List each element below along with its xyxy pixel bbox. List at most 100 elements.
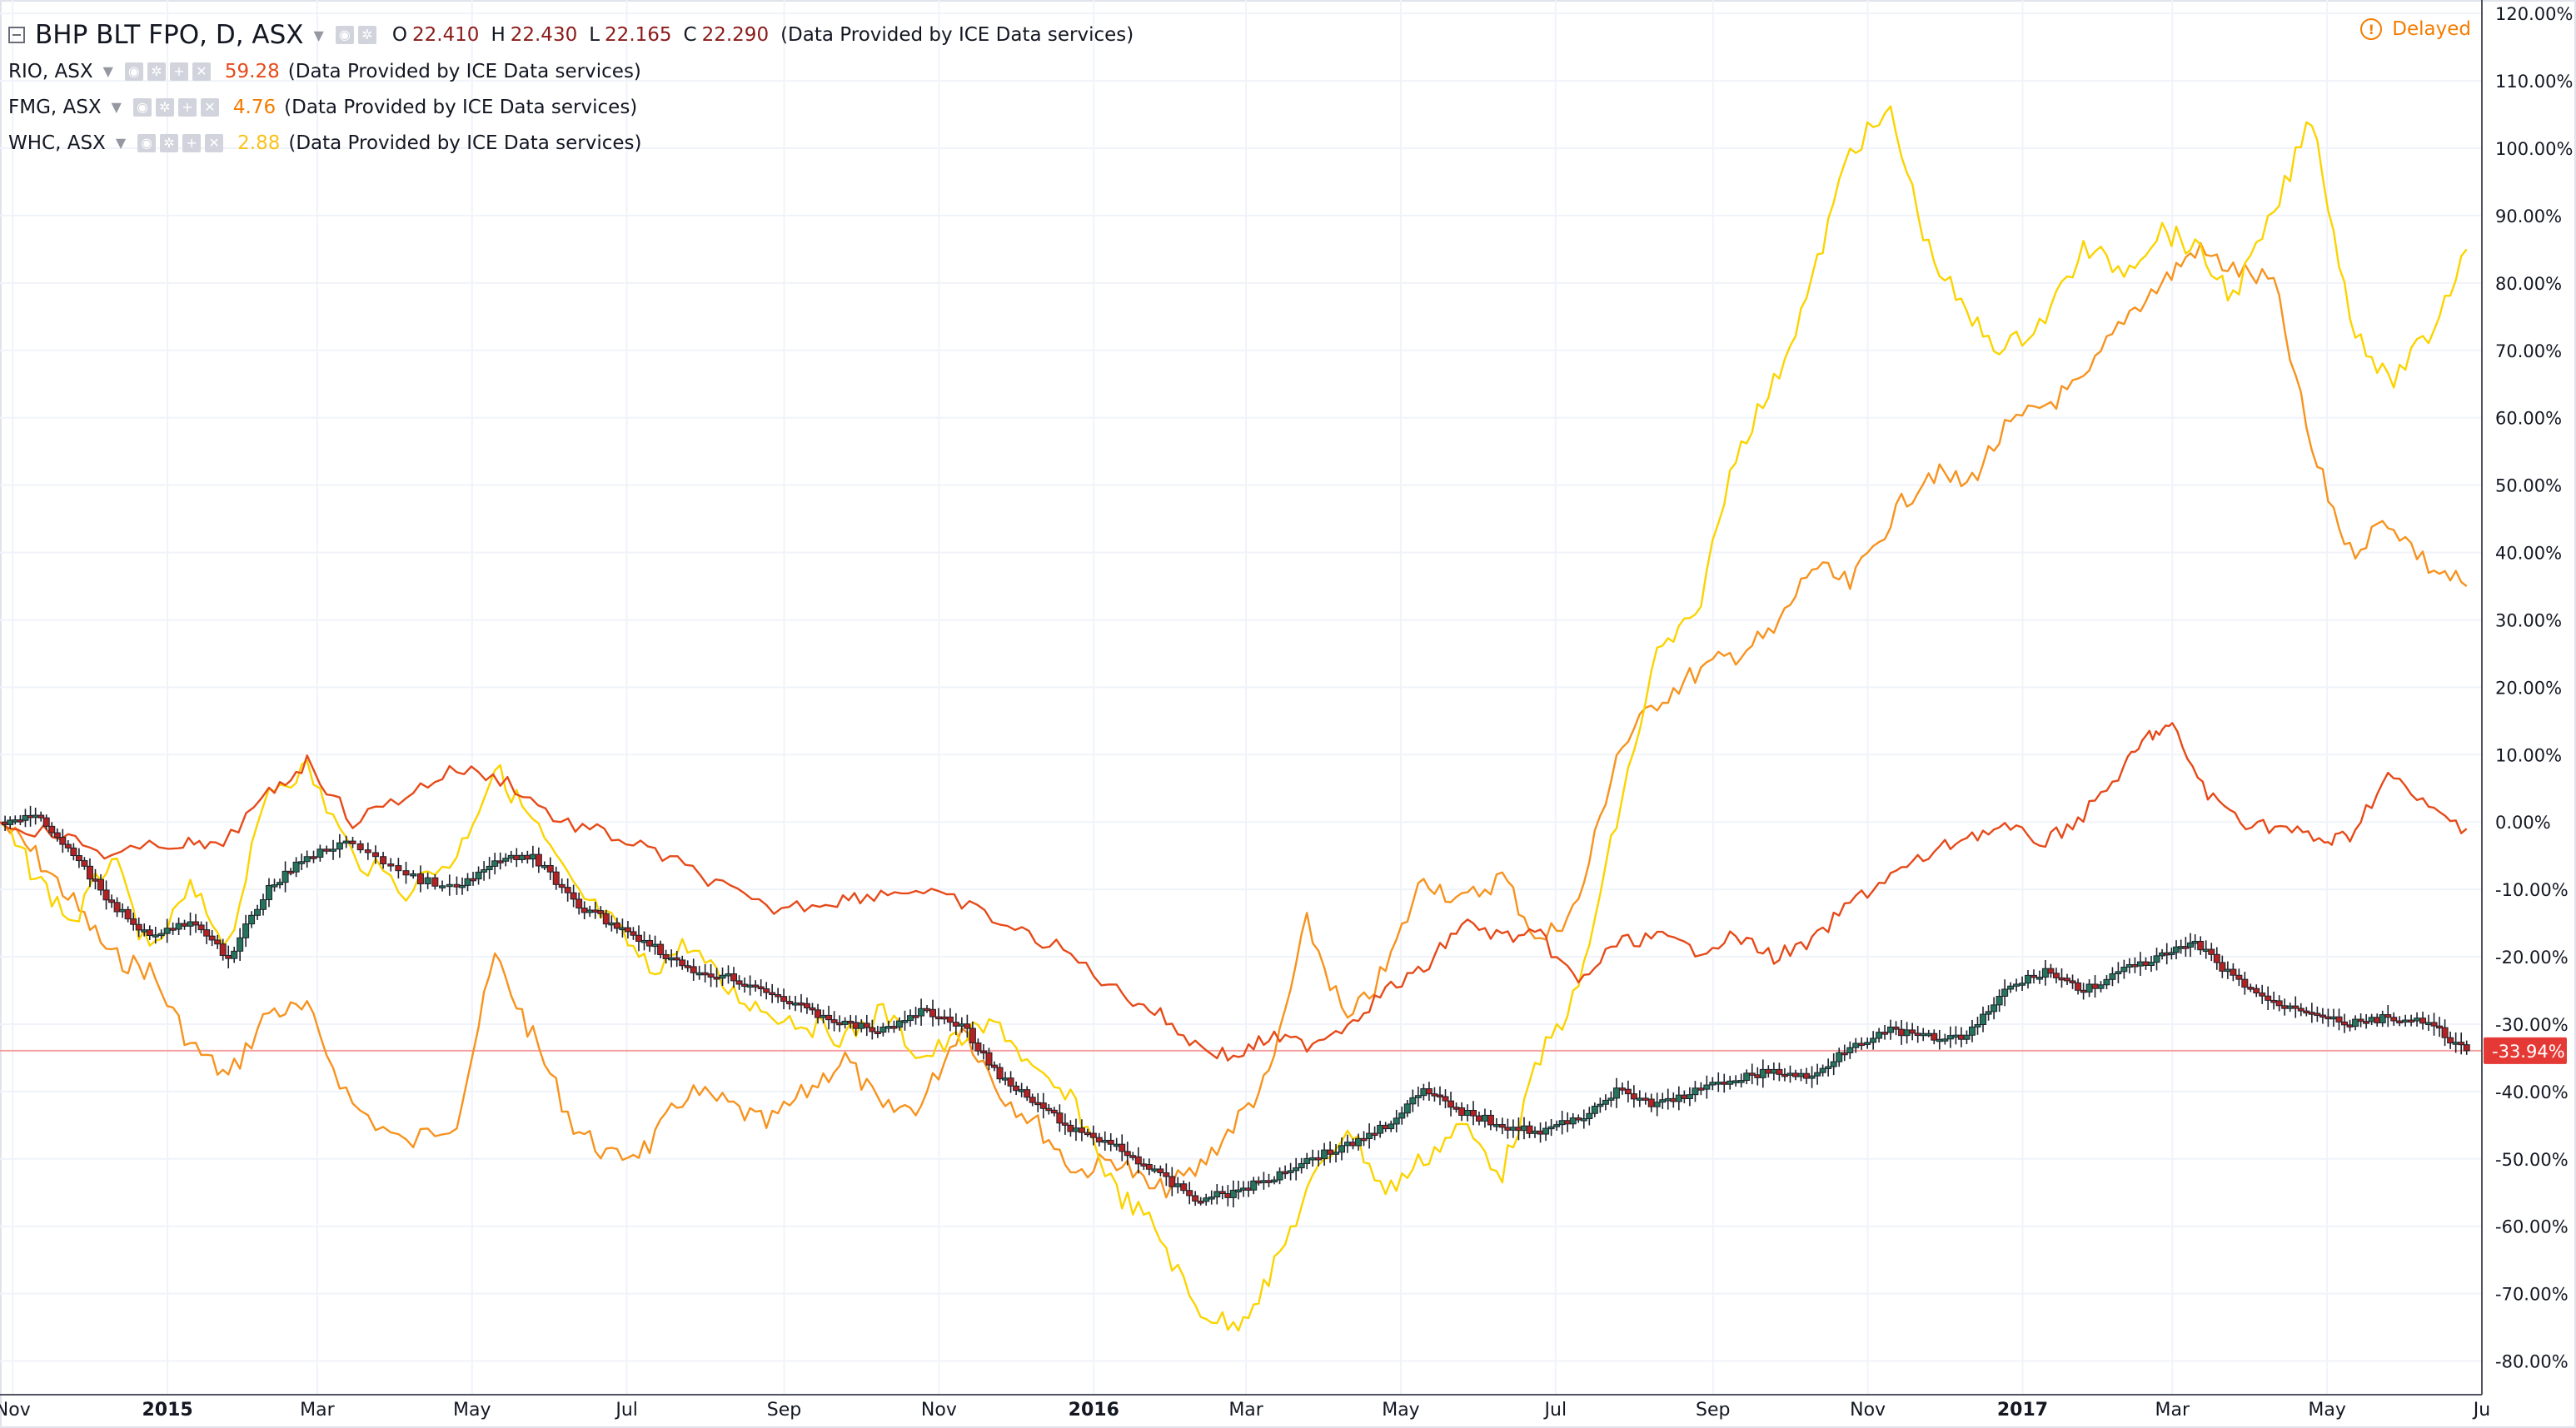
candle-body bbox=[575, 898, 583, 909]
candle bbox=[1045, 1103, 1053, 1115]
legend-row-whc[interactable]: WHC, ASX ▼ ◉ ✲ + ✕ 2.88 (Data Provided b… bbox=[8, 125, 1134, 161]
candle bbox=[662, 949, 670, 964]
candle-body bbox=[2035, 977, 2043, 980]
candle-body bbox=[1013, 1085, 1020, 1092]
candle-body bbox=[580, 908, 588, 913]
candle bbox=[1864, 1037, 1871, 1049]
candle-body bbox=[809, 1007, 816, 1011]
legend-symbol[interactable]: WHC, ASX bbox=[8, 132, 106, 154]
gear-icon[interactable]: ✲ bbox=[160, 133, 179, 152]
candle bbox=[2259, 984, 2266, 1004]
candle-body bbox=[2292, 1005, 2299, 1009]
candle bbox=[964, 1014, 971, 1038]
candle bbox=[1607, 1091, 1615, 1107]
candle bbox=[2191, 934, 2199, 950]
candle bbox=[1846, 1041, 1854, 1059]
candle-body bbox=[2001, 988, 2009, 997]
delayed-badge[interactable]: ! Delayed bbox=[2360, 18, 2471, 40]
candle-body bbox=[2286, 1005, 2294, 1009]
plus-icon[interactable]: + bbox=[169, 62, 188, 81]
candle-body bbox=[248, 914, 256, 925]
candle bbox=[410, 870, 417, 879]
candle bbox=[746, 975, 754, 996]
candle bbox=[2035, 970, 2043, 984]
candle bbox=[1791, 1069, 1799, 1081]
legend-symbol[interactable]: FMG, ASX bbox=[8, 96, 102, 118]
gear-icon[interactable]: ✲ bbox=[147, 62, 166, 81]
eye-icon[interactable]: ◉ bbox=[137, 133, 157, 152]
candle-body bbox=[707, 973, 715, 978]
candle bbox=[1250, 1177, 1258, 1195]
eye-icon[interactable]: ◉ bbox=[335, 26, 354, 44]
candle bbox=[2064, 973, 2071, 986]
candle bbox=[2213, 947, 2220, 970]
candle bbox=[1748, 1063, 1756, 1085]
close-icon[interactable]: ✕ bbox=[192, 62, 211, 81]
time-axis: Nov 2015 Mar May Jul Sep Nov 2016 Mar May Jul Sep No… bbox=[0, 1400, 2490, 1421]
candle bbox=[1303, 1152, 1311, 1170]
candle bbox=[86, 858, 93, 888]
candle-body bbox=[803, 1003, 810, 1008]
y-tick-label: 60.00% bbox=[2495, 409, 2562, 429]
candle bbox=[2447, 1031, 2454, 1049]
legend-row-fmg[interactable]: FMG, ASX ▼ ◉ ✲ + ✕ 4.76 (Data Provided b… bbox=[8, 89, 1134, 125]
candle bbox=[1452, 1102, 1460, 1113]
candle-body bbox=[119, 908, 127, 913]
candle bbox=[1642, 1092, 1649, 1105]
candle bbox=[684, 960, 691, 973]
series-line-whc bbox=[0, 105, 2468, 1332]
chevron-down-icon[interactable]: ▼ bbox=[102, 63, 113, 79]
y-tick-label: -10.00% bbox=[2495, 880, 2569, 900]
candle-body bbox=[991, 1064, 999, 1068]
candle-body bbox=[1382, 1124, 1389, 1130]
candle-body bbox=[635, 934, 642, 943]
candle-body bbox=[2103, 978, 2110, 986]
candle bbox=[1980, 1006, 1987, 1032]
gear-icon[interactable]: ✲ bbox=[357, 26, 376, 44]
legend-main-row[interactable]: BHP BLT FPO, D, ASX ▼ ◉ ✲ O 22.410 H 22.… bbox=[8, 17, 1134, 53]
candle bbox=[1229, 1180, 1237, 1208]
candle-body bbox=[2275, 1000, 2283, 1007]
candle-body bbox=[673, 957, 680, 961]
main-symbol-title[interactable]: BHP BLT FPO, D, ASX bbox=[35, 20, 304, 50]
candle-body bbox=[2253, 988, 2260, 994]
candle bbox=[1591, 1102, 1598, 1117]
candle bbox=[1759, 1059, 1766, 1088]
candle-body bbox=[2085, 983, 2093, 993]
candle bbox=[558, 878, 566, 893]
legend-row-rio[interactable]: RIO, ASX ▼ ◉ ✲ + ✕ 59.28 (Data Provided … bbox=[8, 53, 1134, 89]
candle-body bbox=[1343, 1142, 1351, 1147]
plus-icon[interactable]: + bbox=[182, 133, 202, 152]
candle-body bbox=[874, 1031, 881, 1034]
candle-body bbox=[969, 1027, 976, 1044]
candle-body bbox=[1858, 1042, 1866, 1046]
candle-body bbox=[2168, 952, 2175, 955]
candle bbox=[1420, 1083, 1428, 1101]
eye-icon[interactable]: ◉ bbox=[124, 62, 143, 81]
chevron-down-icon[interactable]: ▼ bbox=[313, 27, 324, 43]
close-icon[interactable]: ✕ bbox=[205, 133, 224, 152]
candle bbox=[1692, 1081, 1699, 1102]
gear-icon[interactable]: ✲ bbox=[155, 97, 174, 117]
candle bbox=[2069, 974, 2076, 989]
close-icon[interactable]: ✕ bbox=[200, 97, 219, 117]
candle-body bbox=[695, 972, 703, 976]
candle-body bbox=[113, 902, 121, 913]
candle bbox=[1140, 1158, 1148, 1171]
candle-body bbox=[2075, 982, 2082, 991]
chevron-down-icon[interactable]: ▼ bbox=[115, 135, 127, 151]
legend-symbol[interactable]: RIO, ASX bbox=[8, 60, 93, 82]
candle bbox=[2007, 982, 2015, 993]
candle-body bbox=[1403, 1103, 1411, 1114]
chevron-down-icon[interactable]: ▼ bbox=[111, 99, 122, 115]
collapse-legend-icon[interactable] bbox=[8, 27, 25, 43]
candle bbox=[2224, 961, 2231, 979]
candle-body bbox=[2384, 1014, 2392, 1018]
candle bbox=[2463, 1040, 2470, 1055]
candle-body bbox=[169, 928, 177, 931]
x-tick-label: Mar bbox=[2155, 1400, 2190, 1421]
candle bbox=[2125, 958, 2133, 974]
eye-icon[interactable]: ◉ bbox=[132, 97, 152, 117]
plus-icon[interactable]: + bbox=[177, 97, 197, 117]
